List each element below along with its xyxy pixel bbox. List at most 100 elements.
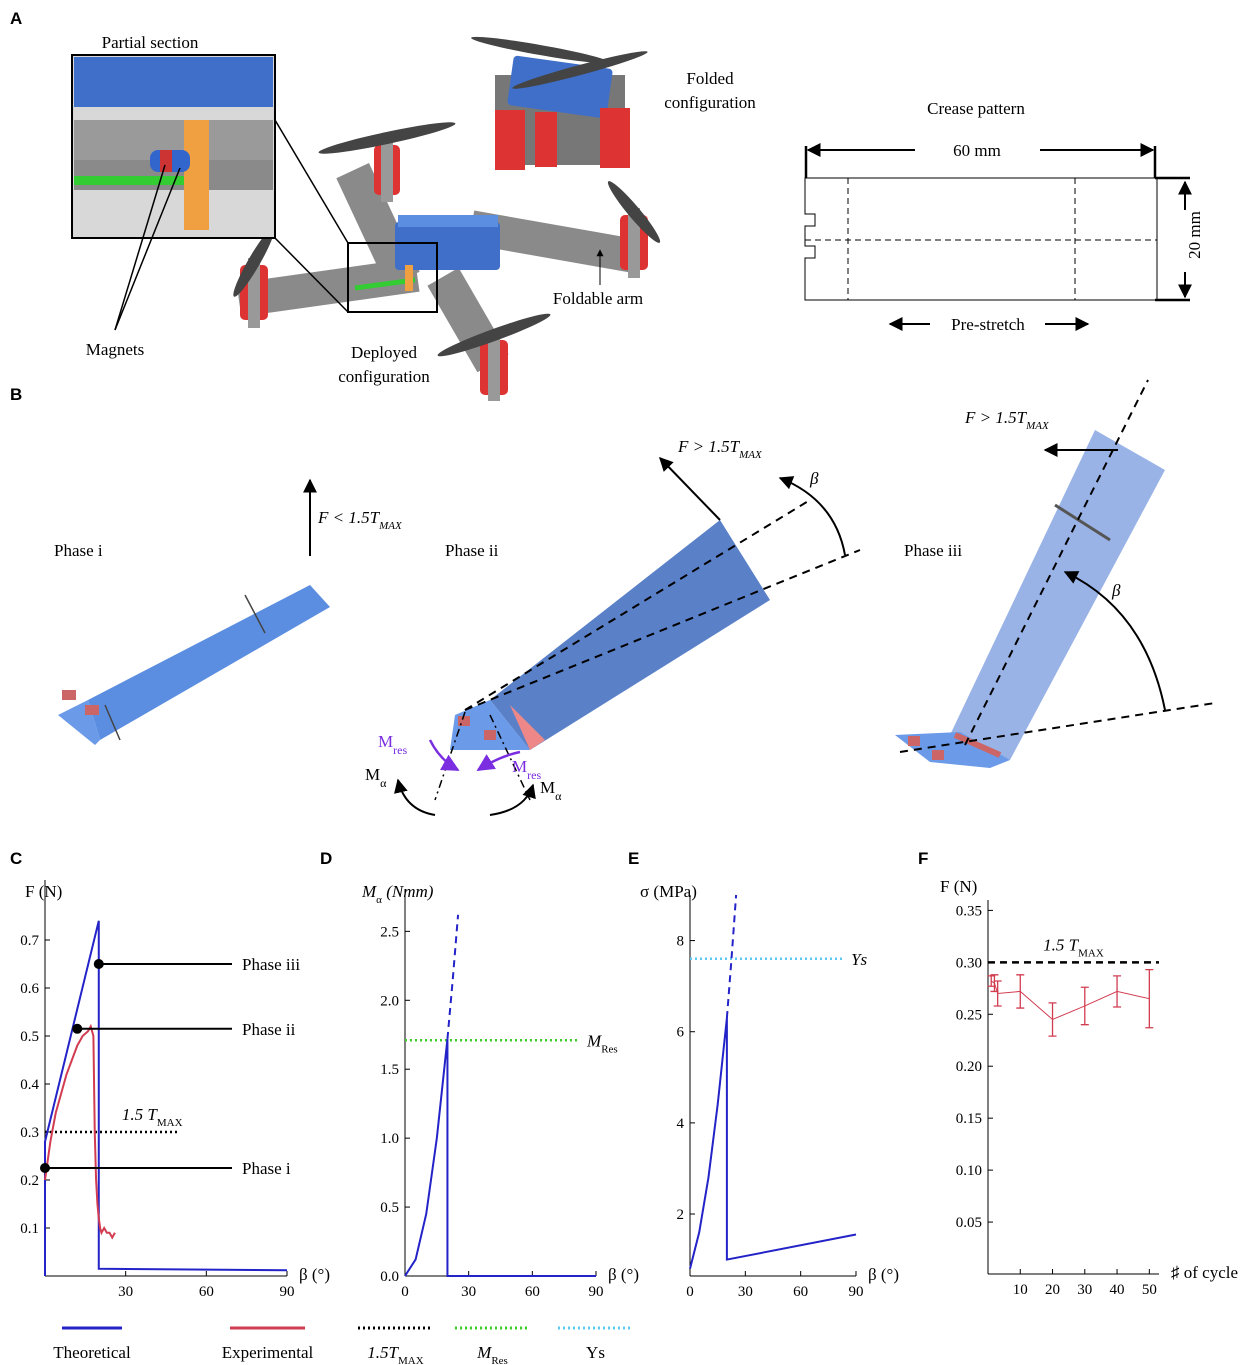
- x-tick-label: 90: [589, 1284, 604, 1300]
- malpha-label: Mα: [365, 765, 387, 790]
- x-tick-label: 50: [1142, 1282, 1157, 1298]
- x-tick-label: 10: [1013, 1282, 1028, 1298]
- y-tick-label: 0.20: [956, 1059, 982, 1075]
- y-tick-label: 0.2: [20, 1173, 39, 1189]
- width-label: 60 mm: [953, 141, 1001, 160]
- y-tick-label: 4: [677, 1116, 685, 1132]
- legend-label: Experimental: [222, 1343, 314, 1362]
- y-tick-label: 0.05: [956, 1215, 982, 1231]
- force-sub: MAX: [378, 520, 403, 532]
- legend-label-part: Res: [491, 1355, 508, 1365]
- x-tick-label: 60: [525, 1284, 540, 1300]
- inset-title: Partial section: [102, 33, 199, 52]
- x-tick-label: 90: [280, 1284, 295, 1300]
- malpha-sub: α: [380, 776, 387, 790]
- y-axis-label: F (N): [940, 877, 977, 896]
- annotation-point: [40, 1163, 50, 1173]
- x-axis-label: β (°): [868, 1265, 899, 1284]
- y-tick-label: 1.5: [380, 1062, 399, 1078]
- y-tick-label: 0.15: [956, 1111, 982, 1127]
- x-tick-label: 30: [1077, 1282, 1092, 1298]
- x-tick-label: 30: [738, 1284, 753, 1300]
- magnets-label: Magnets: [86, 340, 145, 359]
- x-tick-label: 30: [461, 1284, 476, 1300]
- reference-label-part: 1.5 T: [1043, 935, 1080, 954]
- mres-label: Mres: [378, 732, 407, 757]
- folded-label: configuration: [664, 93, 756, 112]
- y-tick-label: 0.7: [20, 933, 39, 949]
- panel-label: D: [320, 849, 332, 868]
- mres-label: Mres: [512, 757, 541, 782]
- series-line: [689, 1017, 857, 1269]
- reference-label: 1.5 TMAX: [1043, 935, 1104, 959]
- annotation-label: Phase ii: [242, 1020, 296, 1039]
- y-tick-label: 1.0: [380, 1131, 399, 1147]
- force-label: F < 1.5TMAX: [317, 508, 403, 532]
- y-tick-label: 0.30: [956, 955, 982, 971]
- phase-label: Phase i: [54, 541, 103, 560]
- y-tick-label: 0.25: [956, 1007, 982, 1023]
- x-tick-label: 20: [1045, 1282, 1060, 1298]
- arm-label: Foldable arm: [553, 289, 643, 308]
- reference-label-part: Res: [601, 1043, 618, 1055]
- error-bar: [993, 980, 1002, 1007]
- x-tick-label: 0: [686, 1284, 694, 1300]
- error-bar: [1145, 968, 1154, 1029]
- error-bar: [1080, 986, 1089, 1026]
- annotation-label: Phase i: [242, 1159, 291, 1178]
- reference-label: 1.5 TMAX: [122, 1105, 183, 1129]
- y-axis-label: σ (MPa): [640, 882, 697, 901]
- beta-label: β: [809, 469, 819, 488]
- reference-label: Ys: [851, 950, 867, 969]
- x-tick-label: 60: [793, 1284, 808, 1300]
- y-tick-label: 2: [677, 1207, 685, 1223]
- y-tick-label: 0.5: [380, 1200, 399, 1216]
- x-axis-label: β (°): [608, 1265, 639, 1284]
- drone-deployed: [233, 122, 661, 401]
- legend-label-part: MAX: [398, 1355, 424, 1365]
- panel-label: E: [628, 849, 639, 868]
- y-axis-label: F (N): [25, 882, 62, 901]
- y-tick-label: 0.5: [20, 1029, 39, 1045]
- annotation-label: Phase iii: [242, 955, 300, 974]
- y-axis-label: Mα (Nmm): [361, 882, 434, 906]
- mres-sub: res: [393, 743, 407, 757]
- error-bar: [1113, 975, 1122, 1008]
- x-tick-label: 0: [401, 1284, 409, 1300]
- y-tick-label: 8: [677, 934, 685, 950]
- y-tick-label: 0.4: [20, 1077, 39, 1093]
- x-tick-label: 30: [118, 1284, 133, 1300]
- force-sub: MAX: [738, 449, 763, 461]
- y-tick-label: 0.3: [20, 1125, 39, 1141]
- prestretch-label: Pre-stretch: [951, 315, 1025, 334]
- force-sub: MAX: [1025, 420, 1050, 432]
- series-line: [404, 1038, 596, 1277]
- panel-label: A: [10, 9, 22, 28]
- x-axis-label: ♯ of cycle: [1171, 1263, 1238, 1282]
- series-line: [990, 980, 1150, 1021]
- force-text: F > 1.5T: [964, 408, 1028, 427]
- x-axis-label: β (°): [299, 1265, 330, 1284]
- malpha-sub: α: [555, 789, 562, 803]
- panel-label: B: [10, 385, 22, 404]
- error-bar: [1048, 1002, 1057, 1037]
- mres-sub: res: [527, 768, 541, 782]
- reference-label: MRes: [586, 1031, 618, 1055]
- phase-ii-drawing: [394, 456, 861, 816]
- reference-label-part: M: [586, 1031, 602, 1050]
- beta-label: β: [1111, 581, 1121, 600]
- series-line: [44, 1023, 116, 1240]
- height-label: 20 mm: [1185, 211, 1204, 259]
- legend-label-part: 1.5T: [367, 1343, 399, 1362]
- y-tick-label: 0.6: [20, 981, 39, 997]
- legend-label-part: M: [476, 1343, 492, 1362]
- phase-iii-drawing: [895, 379, 1216, 768]
- y-tick-label: 6: [677, 1025, 685, 1041]
- panel-label: C: [10, 849, 22, 868]
- crease-title: Crease pattern: [927, 99, 1025, 118]
- x-tick-label: 40: [1110, 1282, 1125, 1298]
- mres-text: M: [378, 732, 393, 751]
- drone-folded: [471, 36, 648, 170]
- y-tick-label: 2.5: [380, 924, 399, 940]
